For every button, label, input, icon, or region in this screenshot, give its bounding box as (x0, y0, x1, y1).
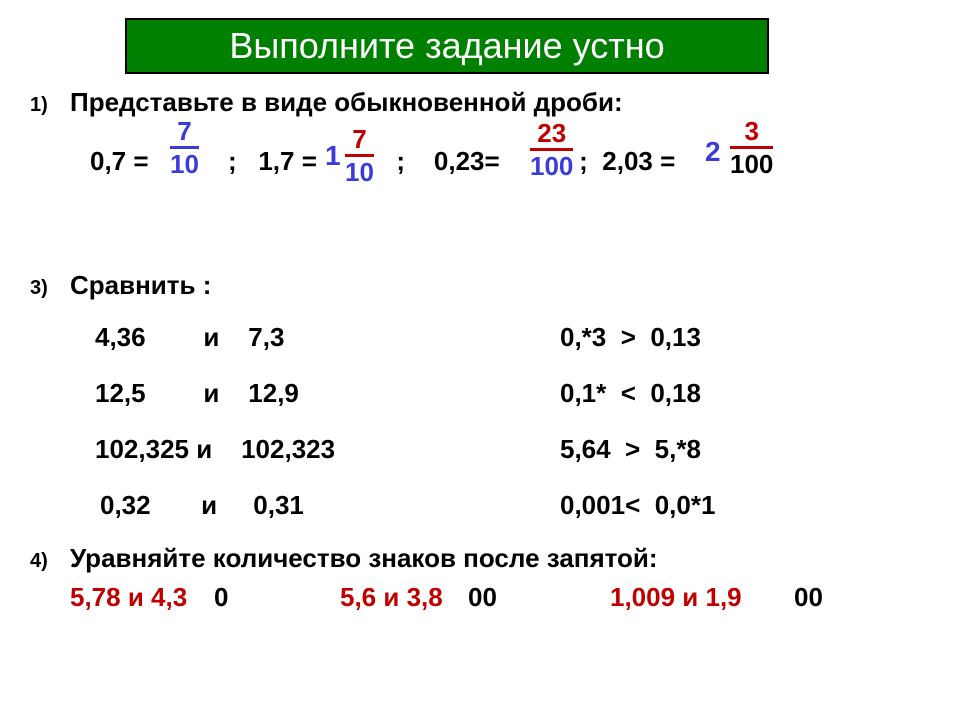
fraction-3: 23 100 (530, 120, 573, 179)
frac4-num: 3 (730, 118, 773, 149)
ans2: 5,6 и 3,8 (340, 582, 443, 613)
row3-right: 5,64 > 5,*8 (560, 434, 701, 465)
task1-text: Представьте в виде обыкновенной дроби: (70, 87, 623, 118)
row4-right: 0,001< 0,0*1 (560, 490, 715, 521)
ans3-suffix: 00 (794, 582, 823, 613)
row4-left: 0,32 и 0,31 (100, 490, 304, 521)
frac3-num: 23 (530, 120, 573, 151)
row1-left: 4,36 и 7,3 (95, 322, 284, 353)
row1-right: 0,*3 > 0,13 (560, 322, 701, 353)
frac1-den: 10 (170, 149, 199, 177)
list-number-1: 1) (30, 94, 48, 117)
list-number-3: 3) (30, 277, 48, 300)
frac2-whole: 1 (325, 140, 341, 172)
frac1-num: 7 (170, 118, 199, 149)
fraction-2: 7 10 (345, 126, 374, 185)
ans1: 5,78 и 4,3 (70, 582, 187, 613)
ans2-suffix: 00 (468, 582, 497, 613)
title-box: Выполните задание устно (125, 18, 769, 74)
frac4-den: 100 (730, 149, 773, 177)
title-text: Выполните задание устно (229, 25, 664, 67)
ans1-suffix: 0 (214, 582, 228, 613)
ans3: 1,009 и 1,9 (610, 582, 742, 613)
list-number-4: 4) (30, 550, 48, 573)
frac2-num: 7 (345, 126, 374, 157)
row3-left: 102,325 и 102,323 (95, 434, 335, 465)
row2-left: 12,5 и 12,9 (95, 378, 299, 409)
task3-text: Сравнить : (70, 270, 211, 301)
fraction-1: 7 10 (170, 118, 199, 177)
fraction-4: 3 100 (730, 118, 773, 177)
row2-right: 0,1* < 0,18 (560, 378, 701, 409)
frac2-den: 10 (345, 157, 374, 185)
frac4-whole: 2 (705, 136, 721, 168)
task4-text: Уравняйте количество знаков после запято… (70, 543, 658, 574)
frac3-den: 100 (530, 151, 573, 179)
